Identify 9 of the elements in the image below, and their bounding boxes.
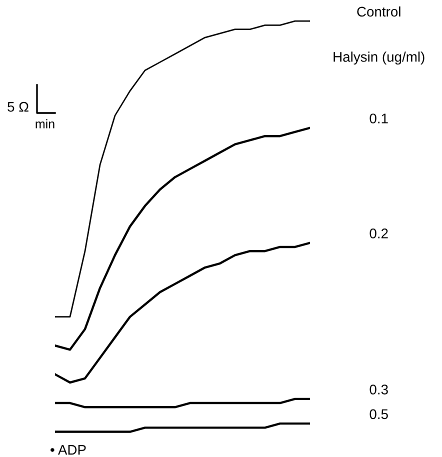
text: Control xyxy=(357,6,400,17)
text: 0.1 xyxy=(370,114,388,124)
text: 0.3 xyxy=(370,384,388,394)
annotation: min xyxy=(36,119,54,128)
text: • ADP xyxy=(50,445,86,455)
text: 0.2 xyxy=(370,228,388,238)
text: 5 Ω xyxy=(8,102,28,112)
text: 0.5 xyxy=(370,409,388,420)
legend-title: Halysin (ug/ml) xyxy=(334,52,424,65)
